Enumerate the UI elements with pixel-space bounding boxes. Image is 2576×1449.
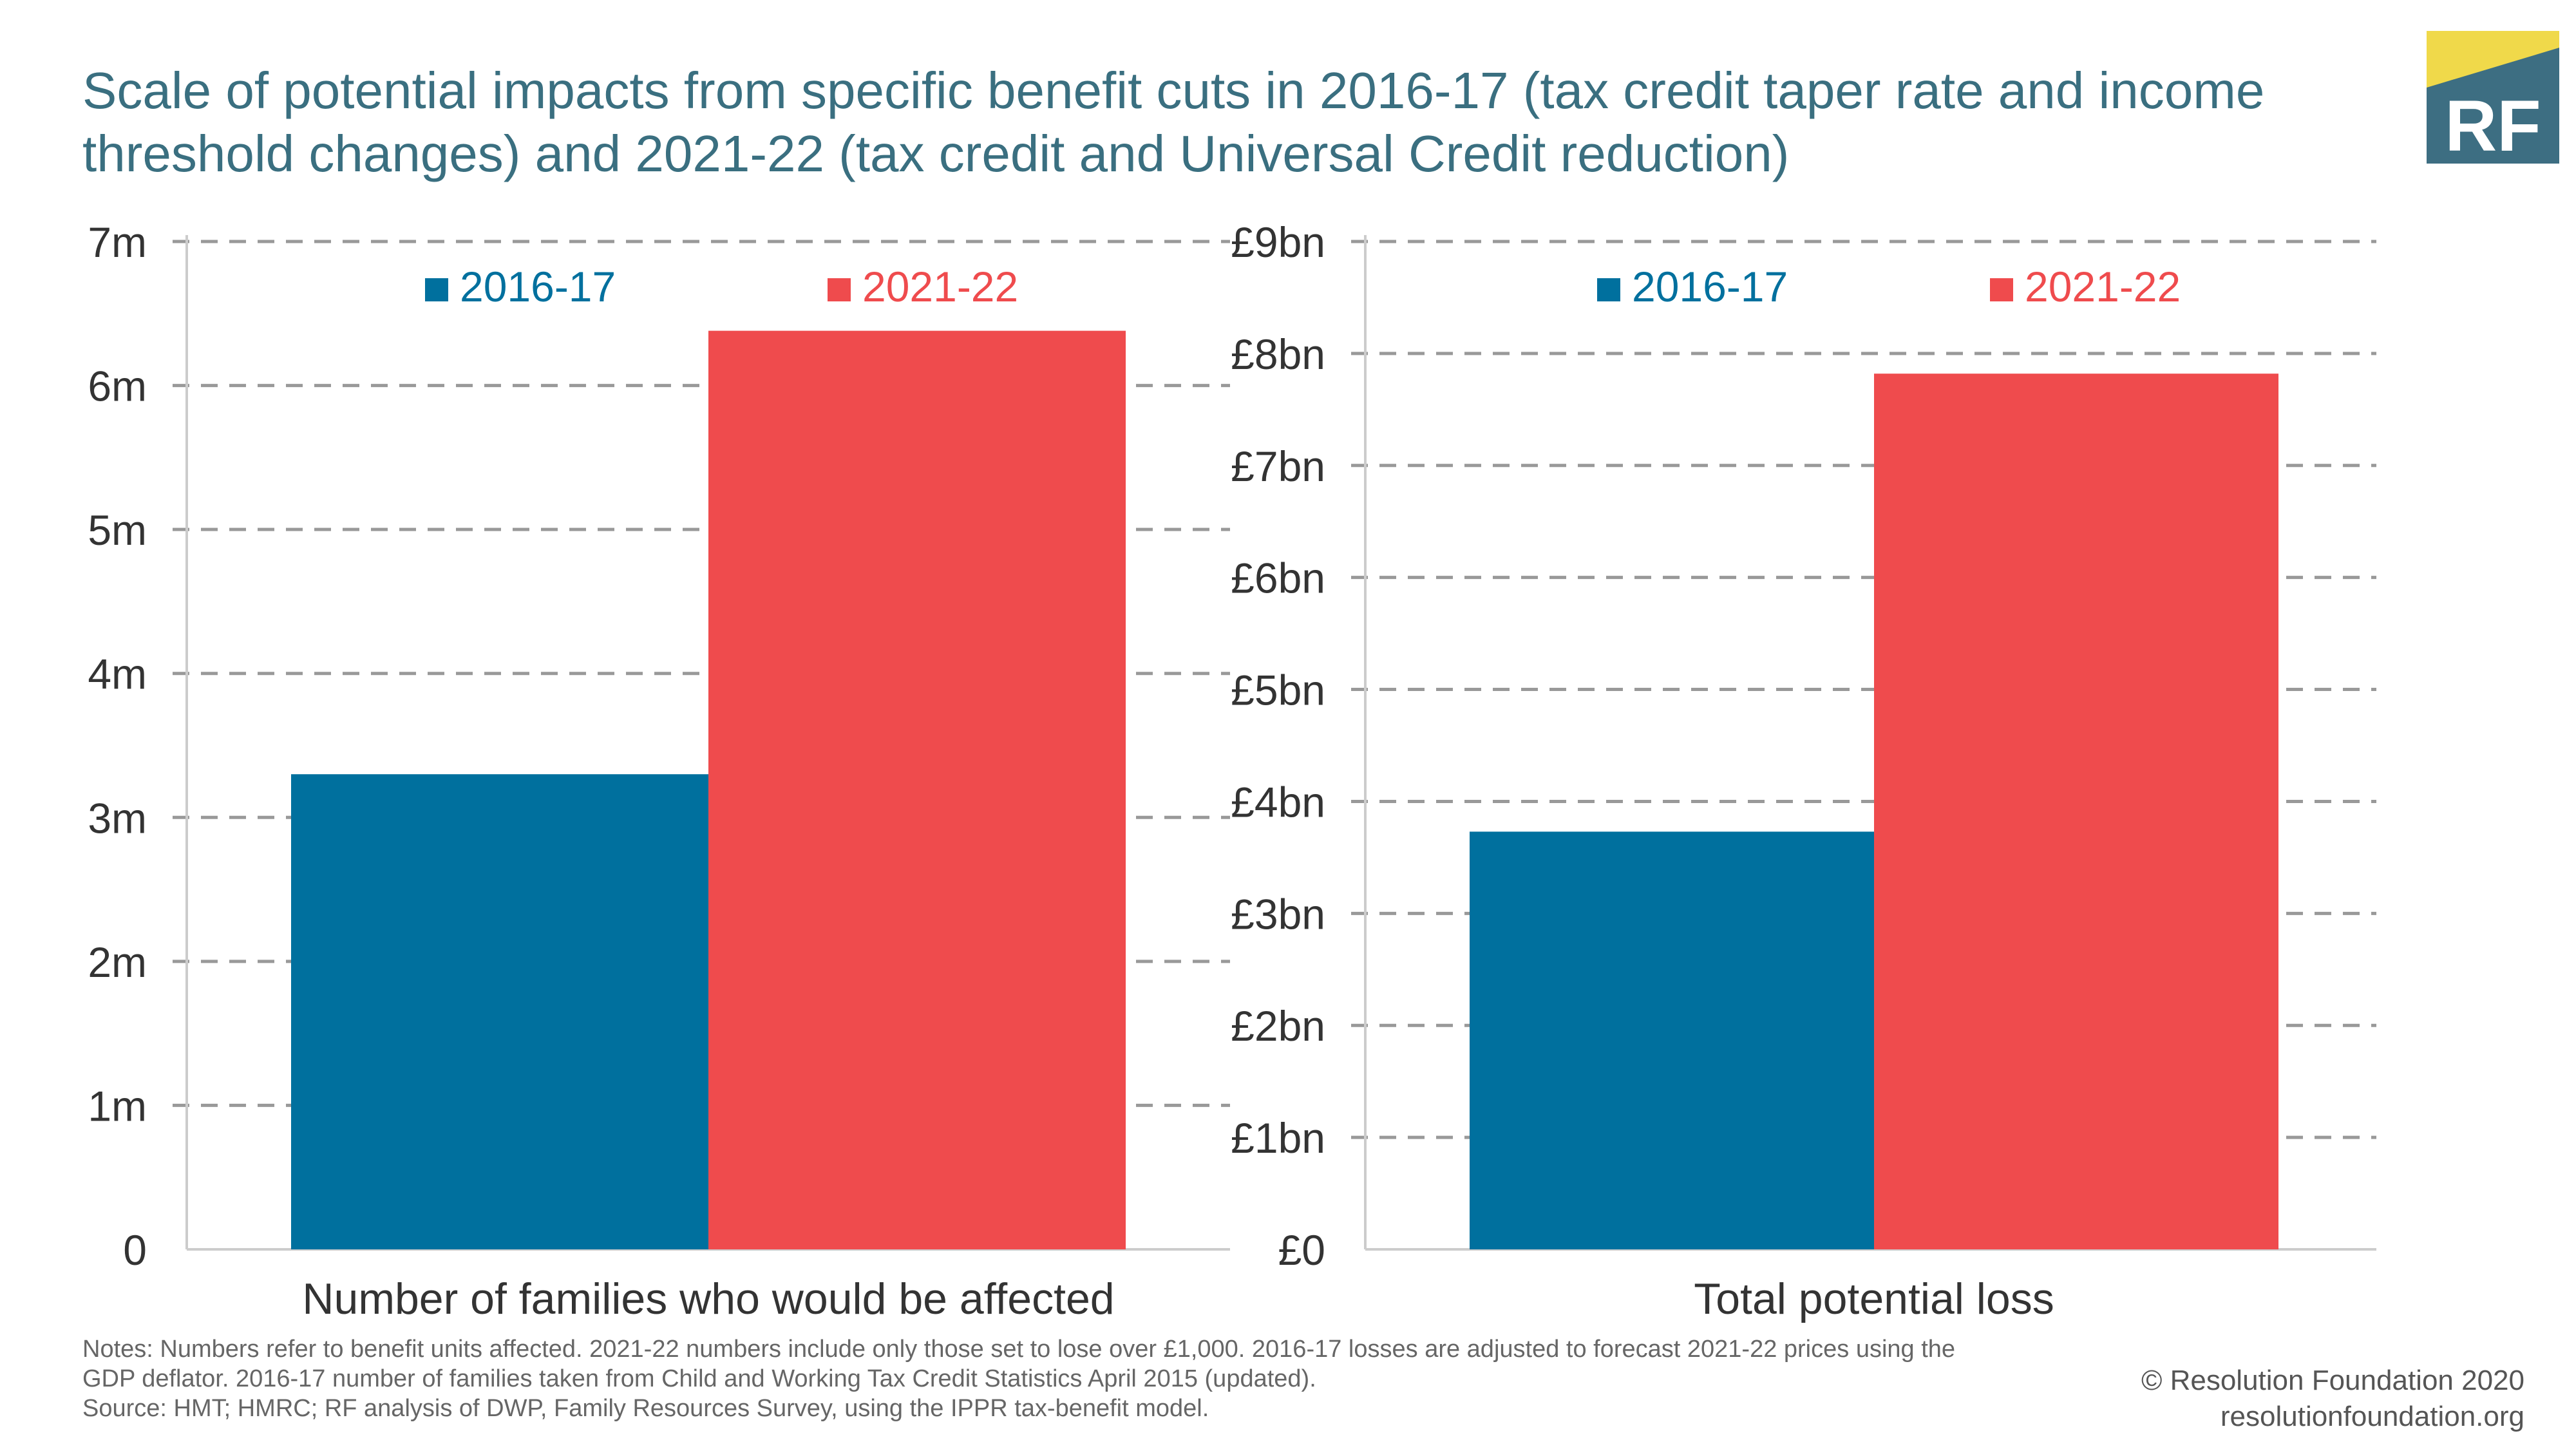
rf-logo-accent (2427, 31, 2559, 88)
legend-swatch (1990, 278, 2013, 301)
bar-2021-22 (1874, 374, 2278, 1249)
y-tick-label: £6bn (1231, 554, 1325, 602)
bar-2016-17 (1470, 831, 1874, 1249)
x-axis-label: Number of families who would be affected (302, 1274, 1114, 1323)
right-panel-total-loss: £0 £1bn £2bn £3bn £4bn £5bn £6bn £7bn £8bn £9bn 20… (1231, 218, 2376, 1323)
y-tick-label: £9bn (1231, 218, 1325, 266)
y-tick-label: £3bn (1231, 890, 1325, 938)
copyright-text: © Resolution Foundation 2020 (2141, 1365, 2524, 1396)
y-tick-label: £0 (1278, 1226, 1325, 1274)
y-tick-label: 3m (88, 794, 147, 842)
y-tick-label: £2bn (1231, 1002, 1325, 1050)
copyright-block: © Resolution Foundation 2020 resolutionf… (1945, 1363, 2524, 1435)
legend-swatch (828, 278, 851, 301)
y-tick-label: 4m (88, 650, 147, 698)
y-tick-label: £4bn (1231, 778, 1325, 826)
y-tick-label: 7m (88, 218, 147, 266)
website-link[interactable]: resolutionfoundation.org (2220, 1401, 2524, 1432)
y-tick-label: 6m (88, 363, 147, 410)
x-axis-label: Total potential loss (1694, 1274, 2054, 1323)
bar-2021-22 (708, 330, 1126, 1249)
y-tick-label: 2m (88, 938, 147, 986)
legend-label: 2021-22 (862, 263, 1018, 310)
legend-label: 2016-17 (1632, 263, 1788, 310)
y-tick-label: 5m (88, 506, 147, 554)
chart-title: Scale of potential impacts from specific… (82, 62, 2265, 182)
notes-line-1: Notes: Numbers refer to benefit units af… (82, 1336, 1956, 1363)
y-tick-label: 0 (123, 1226, 147, 1274)
legend-label: 2021-22 (2025, 263, 2181, 310)
legend-swatch (425, 278, 448, 301)
bar-2016-17 (291, 774, 708, 1249)
y-tick-label: £1bn (1231, 1114, 1325, 1162)
y-tick-label: £8bn (1231, 330, 1325, 378)
rf-logo: RF (2427, 31, 2559, 164)
notes-line-2: GDP deflator. 2016-17 number of families… (82, 1365, 1316, 1392)
notes-block: Notes: Numbers refer to benefit units af… (82, 1334, 2208, 1423)
rf-logo-text: RF (2445, 86, 2541, 164)
legend-swatch (1597, 278, 1620, 301)
y-tick-label: £7bn (1231, 442, 1325, 490)
left-panel-families: 0 1m 2m 3m 4m 5m 6m 7m 2016-17 2021-22 Number of f… (88, 218, 1230, 1323)
y-tick-label: £5bn (1231, 667, 1325, 714)
notes-line-3: Source: HMT; HMRC; RF analysis of DWP, F… (82, 1395, 1209, 1422)
legend-label: 2016-17 (460, 263, 616, 310)
y-tick-label: 1m (88, 1082, 147, 1130)
